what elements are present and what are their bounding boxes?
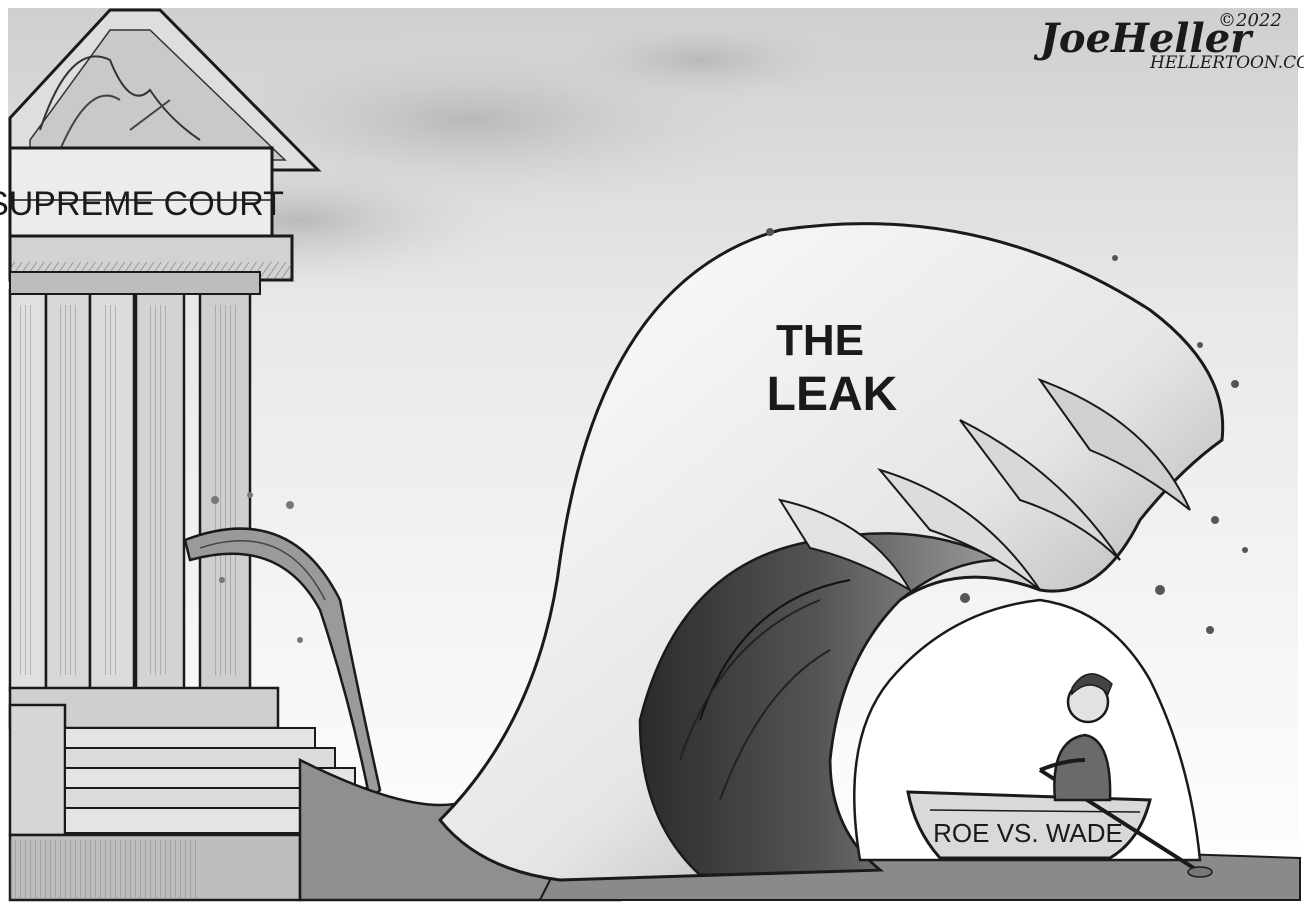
building-label: SUPREME COURT: [0, 185, 284, 223]
cloud: [520, 10, 880, 110]
wave-icon: THE LEAK: [437, 222, 1248, 882]
rower-figure: [1039, 673, 1113, 802]
signature-copyright: ©2022: [1218, 10, 1282, 31]
rowboat-icon: ROE VS. WADE: [906, 768, 1213, 878]
wave-label-line2: LEAK: [767, 368, 898, 421]
signature-name: JoeHeller: [1033, 15, 1254, 62]
wave-label-line1: THE: [776, 316, 864, 365]
artist-signature: JoeHeller ©2022 HELLERTOON.COM: [1033, 10, 1304, 73]
building-icon: SUPREME COURT: [0, 8, 396, 902]
signature-website: HELLERTOON.COM: [1149, 53, 1304, 73]
boat-label: ROE VS. WADE: [933, 818, 1123, 848]
